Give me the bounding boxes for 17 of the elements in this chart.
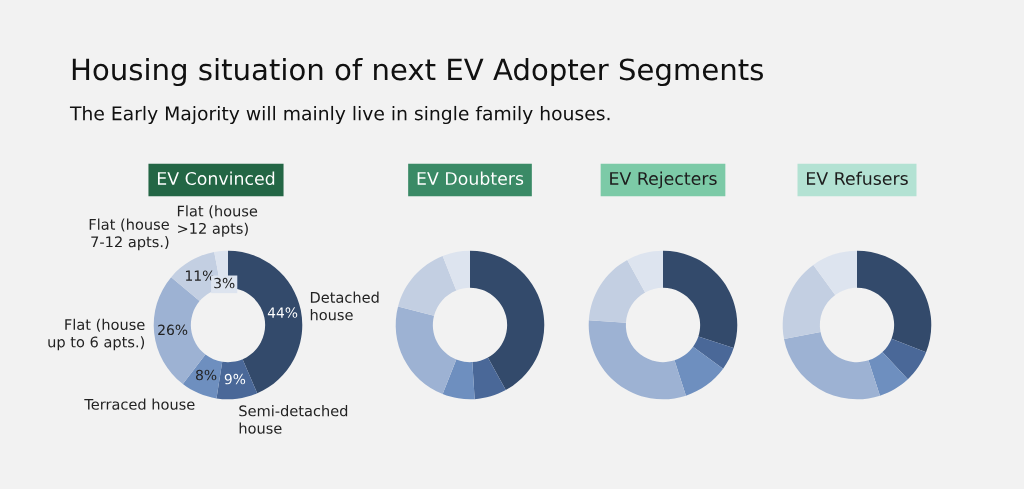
chart-title: EV Convinced [157, 171, 275, 186]
data-label: 26% [158, 324, 188, 336]
text: Housing situation of next EV Adopter Segments [72, 57, 763, 87]
chart-title: EV Doubters [417, 171, 524, 186]
chart-title: EV Refusers [807, 171, 908, 186]
slice-label: Flat (house up to 6 apts.) [48, 318, 145, 351]
slice-label: Terraced house [84, 398, 195, 410]
data-label: 8% [196, 369, 217, 381]
data-label: 9% [224, 373, 246, 385]
text: The Early Majority will mainly live in single family houses. [69, 105, 610, 125]
slice-label: Flat (house 7-12 apts.) [89, 218, 169, 251]
data-label: 3% [214, 277, 235, 289]
data-label: 44% [267, 307, 298, 318]
slice-label: Detached house [310, 291, 379, 321]
chart-title: EV Rejecters [610, 171, 717, 189]
slice-label: Semi-detached house [239, 405, 348, 434]
slice-label: Flat (house >12 apts) [177, 205, 258, 237]
